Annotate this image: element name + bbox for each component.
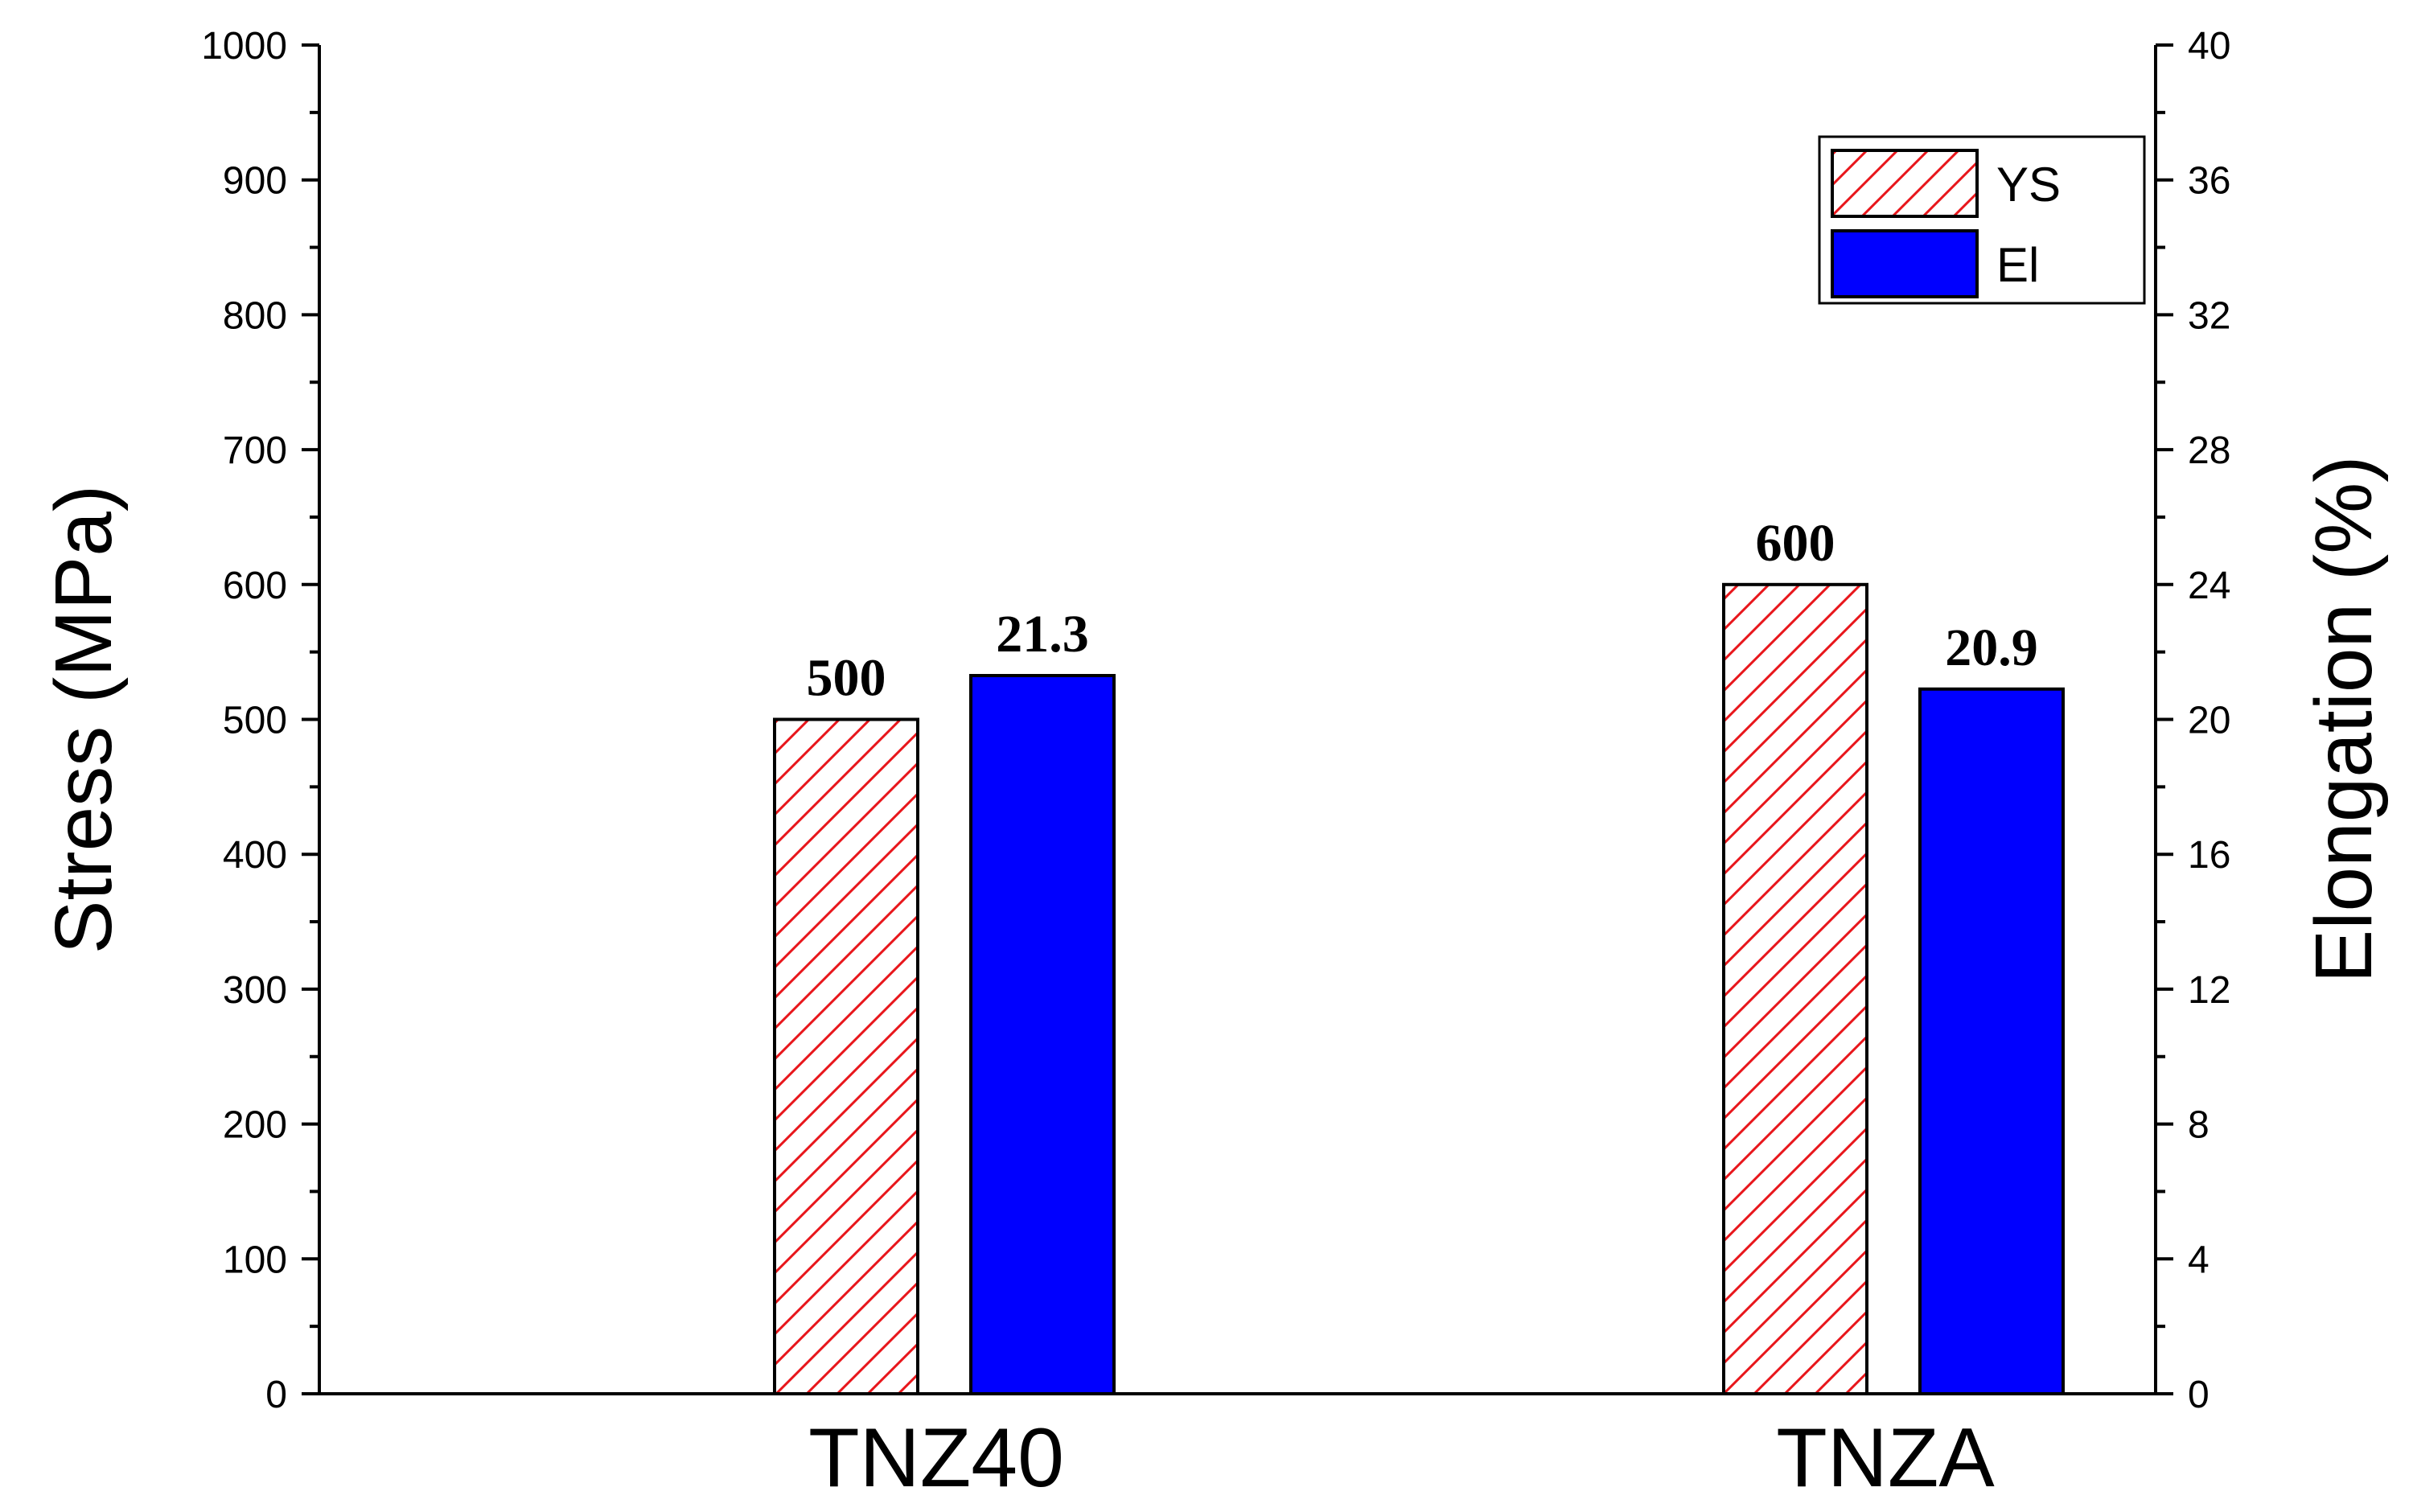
- axes-layer: [302, 43, 2173, 1395]
- left-tick-label: 100: [223, 1239, 287, 1281]
- left-tick-label: 400: [223, 834, 287, 877]
- x-category-label: TNZ40: [808, 1411, 1064, 1505]
- y2-axis-title: Elongation (%): [2299, 456, 2389, 984]
- right-tick-label: 28: [2188, 429, 2230, 472]
- right-tick-label: 20: [2188, 700, 2230, 742]
- right-tick-label: 24: [2188, 565, 2230, 607]
- bar-el-tnz40: [969, 673, 1116, 1395]
- legend-swatch-ys: [1831, 149, 1979, 218]
- x-category-label: TNZA: [1776, 1411, 1995, 1505]
- right-tick-label: 32: [2188, 294, 2230, 337]
- right-tick-label: 40: [2188, 25, 2230, 68]
- bar-ys-tnza: [1722, 582, 1868, 1395]
- legend-label-el: El: [1996, 238, 2039, 292]
- labels-layer: 50021.3TNZ4060020.9TNZA01002003004005006…: [39, 25, 2389, 1505]
- legend: YS El: [1818, 135, 2146, 305]
- left-tick-label: 800: [223, 294, 287, 337]
- legend-swatch-el: [1831, 229, 1979, 298]
- right-tick-label: 0: [2188, 1374, 2210, 1416]
- bar-el-tnza: [1918, 687, 2065, 1395]
- data-label-ys-tnz40: 500: [807, 649, 886, 708]
- right-tick-label: 16: [2188, 834, 2230, 877]
- right-tick-label: 4: [2188, 1239, 2210, 1281]
- left-tick-label: 700: [223, 429, 287, 472]
- y-axis-title: Stress (MPa): [39, 485, 129, 954]
- bar-ys-tnz40: [773, 717, 919, 1395]
- data-label-ys-tnza: 600: [1756, 514, 1835, 573]
- right-tick-label: 36: [2188, 160, 2230, 203]
- left-tick-label: 200: [223, 1104, 287, 1147]
- bars-layer: [773, 582, 2065, 1395]
- left-tick-label: 900: [223, 160, 287, 203]
- data-label-el-tnz40: 21.3: [996, 605, 1089, 664]
- data-label-el-tnza: 20.9: [1945, 618, 2038, 677]
- right-tick-label: 8: [2188, 1104, 2210, 1147]
- right-tick-label: 12: [2188, 969, 2230, 1012]
- legend-label-ys: YS: [1996, 158, 2061, 212]
- left-tick-label: 600: [223, 565, 287, 607]
- left-tick-label: 0: [265, 1374, 287, 1416]
- left-tick-label: 500: [223, 700, 287, 742]
- left-tick-label: 1000: [201, 25, 287, 68]
- left-tick-label: 300: [223, 969, 287, 1012]
